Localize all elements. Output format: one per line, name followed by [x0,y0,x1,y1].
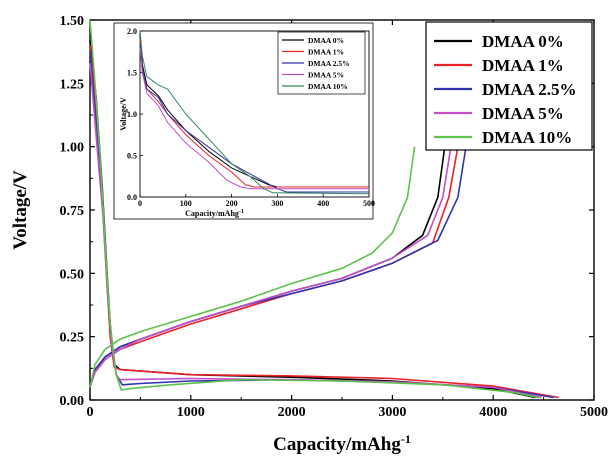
main-x-tick-label: 1000 [177,405,205,420]
legend-label-dmaa-10: DMAA 10% [482,128,572,147]
inset-y-tick-label: 0.5 [127,152,137,161]
main-x-axis-title-sup: -1 [401,432,411,446]
main-x-tick-label: 0 [87,405,94,420]
inset-x-axis-title-sup: -1 [239,209,244,215]
main-y-tick-label: 0.25 [60,331,85,346]
inset-y-tick-label: 2.0 [127,27,137,36]
main-y-tick-label: 1.50 [60,14,85,29]
inset-x-tick-label: 400 [317,199,329,208]
main-y-tick-label: 1.25 [60,77,85,92]
inset-legend-label-dmaa-5: DMAA 5% [308,71,344,80]
inset-x-tick-label: 300 [271,199,283,208]
main-y-tick-label: 1.00 [60,141,85,156]
inset-x-axis-title: Capacity/mAhg-1 [185,209,244,218]
inset-legend-label-dmaa-10: DMAA 10% [308,82,348,91]
inset-series-line-dmaa-10 [139,30,370,195]
inset-y-tick-label: 0.0 [127,193,137,202]
main-y-tick-label: 0.00 [60,394,85,409]
main-y-tick-label: 0.50 [60,267,85,282]
inset-legend-label-dmaa-1: DMAA 1% [308,48,344,57]
legend-label-dmaa-2-5: DMAA 2.5% [482,80,576,99]
main-x-axis-title: Capacity/mAhg-1 [273,432,411,455]
main-axes: 0 1000 2000 3000 4000 50000.000.250.500.751.0… [10,14,608,455]
inset-x-tick-label: 200 [226,199,238,208]
inset-x-tick-label: 100 [180,199,192,208]
main-legend-box [425,21,593,151]
inset-y-tick-label: 1.0 [127,110,137,119]
inset-y-tick-label: 1.5 [127,69,137,78]
main-x-tick-label: 2000 [278,405,306,420]
series-line-dmaa-10-discharge [89,19,539,399]
inset-x-tick-label: 500 [363,199,375,208]
inset-x-tick-label: 0 [138,199,142,208]
main-y-tick-label: 0.75 [60,204,85,219]
inset-series-line-dmaa-2-5 [139,43,369,193]
series-line-dmaa-5-charge [89,146,452,388]
inset-series-line-dmaa-5 [139,47,369,190]
legend-label-dmaa-5: DMAA 5% [482,104,564,123]
inset-legend-label-dmaa-0: DMAA 0% [308,36,344,45]
main-x-tick-label: 4000 [479,405,507,420]
main-legend: DMAA 0% DMAA 1% DMAA 2.5% DMAA 5% DMAA 10% [425,21,593,151]
inset-x-axis-title-text: Capacity/mAhg [185,209,239,218]
main-x-axis-title-text: Capacity/mAhg [273,434,401,455]
main-y-axis-title: Voltage/V [10,170,31,250]
inset-legend-label-dmaa-2-5: DMAA 2.5% [308,59,350,68]
main-x-tick-label: 5000 [580,405,608,420]
series-line-dmaa-5-discharge [89,63,542,399]
inset-chart: 0 100 200 300 400 500 0.0 0.5 1.0 1.5 2.0 Capacity/… [113,22,375,220]
legend-label-dmaa-1: DMAA 1% [482,56,564,75]
main-x-tick-label: 3000 [378,405,406,420]
inset-y-axis-title: Voltage/V [119,97,128,131]
legend-label-dmaa-0: DMAA 0% [482,32,564,51]
series-line-dmaa-10-charge [89,146,416,388]
main-series-group [89,19,559,399]
